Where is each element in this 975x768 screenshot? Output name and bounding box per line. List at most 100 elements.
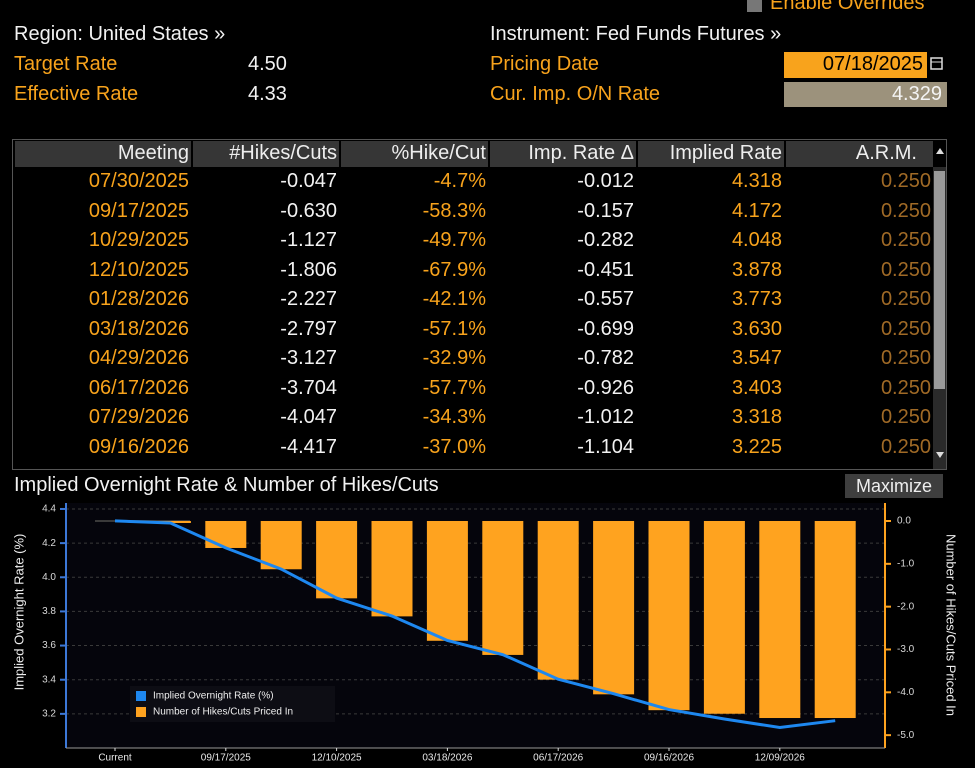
table-cell: 0.250 [880,258,931,281]
y2-tick-label: -3.0 [897,644,915,655]
bar [703,520,745,714]
date-input[interactable]: 07/18/2025 [784,52,927,78]
override-checkbox[interactable] [747,0,762,12]
y-tick-label: 3.6 [42,640,56,651]
field-value: 4.33 [248,83,287,105]
table-cell: -57.7% [422,376,486,399]
scroll-arrows[interactable] [933,144,947,469]
chart: 3.2 3.4 3.6 3.8 4.0 4.2 4.4 0.0 -1.0 -2.0 -3.0 -4.0… [11,503,959,764]
y2-tick-label: -2.0 [897,601,915,612]
column-header[interactable]: Meeting [15,141,191,167]
table-cell: 3.403 [731,376,782,399]
table-cell: -0.047 [280,170,337,192]
bar [260,520,302,570]
table-cell: -0.157 [577,199,634,222]
y-tick-label: 3.8 [42,606,56,617]
bar [537,520,579,680]
table-cell: -34.3% [422,406,486,428]
table-cell: 07/29/2026 [88,406,189,428]
legend-label: Number of Hikes/Cuts Priced In [153,707,293,718]
table-cell: -2.227 [280,288,337,310]
table-cell: -0.926 [577,376,634,399]
table-cell: 0.250 [880,406,931,428]
bar [316,520,358,599]
table-cell: 09/17/2025 [88,199,189,222]
column-header[interactable]: Imp. Rate Δ [490,141,636,167]
y2-tick-label: 0.0 [897,516,911,527]
x-tick-label: 12/10/2025 [312,753,362,764]
field-label: Effective Rate [14,83,139,105]
table-cell: 3.773 [731,288,782,310]
maximize-button[interactable]: Maximize [845,474,943,498]
bar [205,520,247,548]
column-header[interactable]: Implied Rate [638,141,784,167]
override-label[interactable]: Enable Overrides [770,0,925,14]
table-cell: 04/29/2026 [88,347,189,369]
table-cell: -67.9% [422,258,486,281]
table-cell: -1.127 [280,229,337,251]
bar [426,520,468,641]
chart-title: Implied Overnight Rate & Number of Hikes… [14,474,439,496]
table-cell: -4.7% [433,170,486,192]
table-cell: 12/10/2025 [88,258,189,281]
y-tick-label: 3.2 [42,708,56,719]
field-label: Cur. Imp. O/N Rate [490,83,661,105]
x-tick-label: 12/09/2026 [755,753,805,764]
x-tick-label: 09/16/2026 [644,753,694,764]
y-tick-label: 4.2 [42,538,56,549]
field-label: Pricing Date [490,53,599,75]
table-cell: -4.047 [280,406,337,428]
table-cell: -0.451 [577,258,634,281]
column-header[interactable]: %Hike/Cut [341,141,488,167]
legend [130,686,335,722]
table-cell: 01/28/2026 [88,288,189,310]
table-cell: -0.012 [577,170,634,192]
calendar-icon[interactable] [929,54,945,74]
instrument-link[interactable]: Instrument: Fed Funds Futures » [490,23,782,45]
table-cell: -0.782 [577,347,634,369]
table: Meeting #Hikes/Cuts %Hike/Cut Imp. Rate Δ Im… [13,140,946,469]
table-cell: 10/29/2025 [88,229,189,251]
bar [759,520,801,719]
y-axis-title: Implied Overnight Rate (%) [11,534,26,691]
rate-input[interactable]: 4.329 [784,82,947,107]
line [114,519,836,730]
table-frame: Meeting #Hikes/Cuts %Hike/Cut Imp. Rate Δ Im… [12,139,947,470]
x-tick-label: 06/17/2026 [533,753,583,764]
table-cell: 4.318 [731,170,782,192]
bar [648,520,690,711]
table-cell: 0.250 [880,317,931,340]
table-cell: 4.172 [731,199,782,222]
scrollbar[interactable] [933,167,946,469]
table-cell: 0.250 [880,288,931,310]
table-cell: 4.048 [731,229,782,251]
scroll-thumb[interactable] [934,171,945,389]
table-cell: -1.104 [577,435,634,458]
y2-tick-label: -1.0 [897,558,915,569]
bar [482,520,524,655]
table-cell: 0.250 [880,347,931,369]
table-cell: 0.250 [880,170,931,192]
y-tick-label: 3.4 [42,674,56,685]
y2-tick-label: -4.0 [897,687,915,698]
table-cell: -3.704 [280,376,337,399]
table-cell: -49.7% [422,229,486,251]
table-cell: -0.282 [577,229,634,251]
column-header[interactable]: #Hikes/Cuts [193,141,339,167]
table-cell: -0.557 [577,288,634,310]
legend-swatch [136,707,146,717]
table-cell: 03/18/2026 [88,317,189,340]
table-cell: 3.878 [731,258,782,281]
table-cell: -4.417 [280,435,337,458]
field-label: Target Rate [14,53,118,75]
table-cell: -57.1% [422,317,486,340]
table-cell: 3.225 [731,435,782,458]
table-cell: -2.797 [280,317,337,340]
column-header[interactable]: A.R.M. [786,141,933,167]
region-link[interactable]: Region: United States » [14,23,226,45]
table-cell: 3.630 [731,317,782,340]
y2-axis-title: Number of Hikes/Cuts Priced In [944,534,959,716]
table-cell: 3.547 [731,347,782,369]
